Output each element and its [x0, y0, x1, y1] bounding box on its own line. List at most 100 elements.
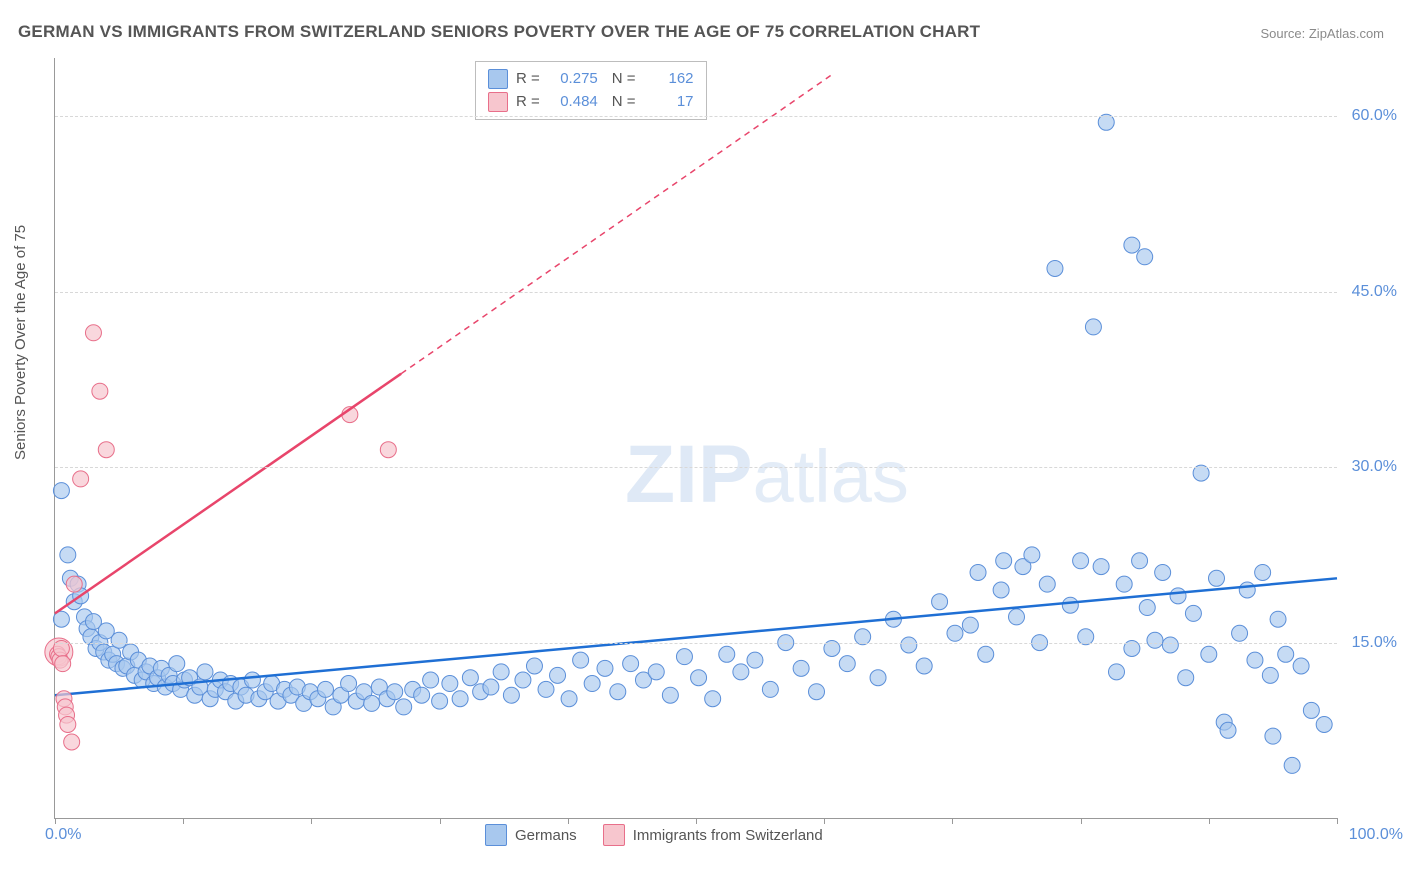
- scatter-point: [1093, 559, 1109, 575]
- legend-swatch: [488, 69, 508, 89]
- scatter-point: [364, 695, 380, 711]
- scatter-point: [414, 687, 430, 703]
- scatter-point: [1303, 702, 1319, 718]
- scatter-point: [111, 632, 127, 648]
- scatter-point: [380, 442, 396, 458]
- scatter-point: [1024, 547, 1040, 563]
- scatter-point: [515, 672, 531, 688]
- scatter-point: [1284, 757, 1300, 773]
- scatter-point: [1208, 570, 1224, 586]
- scatter-point: [839, 656, 855, 672]
- scatter-point: [1201, 646, 1217, 662]
- scatter-point: [1262, 667, 1278, 683]
- source-label: Source: ZipAtlas.com: [1260, 26, 1384, 41]
- scatter-point: [1155, 564, 1171, 580]
- legend-r-label: R =: [516, 91, 540, 114]
- scatter-point: [1137, 249, 1153, 265]
- scatter-point: [64, 734, 80, 750]
- scatter-point: [691, 670, 707, 686]
- scatter-point: [1047, 260, 1063, 276]
- scatter-point: [1162, 637, 1178, 653]
- gridline-h: [55, 643, 1337, 644]
- scatter-plot: [55, 58, 1337, 818]
- scatter-point: [733, 664, 749, 680]
- scatter-point: [53, 483, 69, 499]
- y-tick-label: 60.0%: [1352, 107, 1397, 125]
- legend-label: Immigrants from Switzerland: [633, 827, 823, 844]
- scatter-point: [452, 691, 468, 707]
- legend-n-value: 17: [644, 91, 694, 114]
- scatter-point: [1147, 632, 1163, 648]
- scatter-point: [623, 656, 639, 672]
- scatter-point: [962, 617, 978, 633]
- x-tick: [568, 818, 569, 824]
- scatter-point: [1278, 646, 1294, 662]
- scatter-point: [705, 691, 721, 707]
- y-tick-label: 30.0%: [1352, 458, 1397, 476]
- scatter-point: [341, 676, 357, 692]
- scatter-point: [1139, 600, 1155, 616]
- legend-item: Germans: [485, 824, 577, 846]
- x-axis-max-label: 100.0%: [1349, 826, 1403, 844]
- x-axis-min-label: 0.0%: [45, 826, 81, 844]
- gridline-h: [55, 467, 1337, 468]
- scatter-point: [932, 594, 948, 610]
- scatter-point: [1116, 576, 1132, 592]
- scatter-point: [1124, 237, 1140, 253]
- legend-item: Immigrants from Switzerland: [603, 824, 823, 846]
- scatter-point: [584, 676, 600, 692]
- scatter-point: [483, 679, 499, 695]
- legend-series: Germans Immigrants from Switzerland: [485, 824, 823, 846]
- scatter-point: [1009, 609, 1025, 625]
- chart-title: GERMAN VS IMMIGRANTS FROM SWITZERLAND SE…: [18, 22, 980, 42]
- scatter-point: [503, 687, 519, 703]
- x-tick: [311, 818, 312, 824]
- scatter-point: [901, 637, 917, 653]
- x-tick: [55, 818, 56, 824]
- scatter-point: [526, 658, 542, 674]
- legend-correlation-box: R = 0.275 N = 162R = 0.484 N = 17: [475, 61, 707, 120]
- scatter-point: [996, 553, 1012, 569]
- scatter-point: [1170, 588, 1186, 604]
- scatter-point: [1316, 716, 1332, 732]
- scatter-point: [1255, 564, 1271, 580]
- x-tick: [952, 818, 953, 824]
- x-tick: [1209, 818, 1210, 824]
- scatter-point: [1220, 722, 1236, 738]
- scatter-point: [870, 670, 886, 686]
- scatter-point: [1270, 611, 1286, 627]
- scatter-point: [197, 664, 213, 680]
- gridline-h: [55, 292, 1337, 293]
- legend-swatch: [485, 824, 507, 846]
- scatter-point: [809, 684, 825, 700]
- scatter-point: [432, 693, 448, 709]
- scatter-point: [1073, 553, 1089, 569]
- legend-r-value: 0.484: [548, 91, 598, 114]
- scatter-point: [396, 699, 412, 715]
- scatter-point: [793, 660, 809, 676]
- scatter-point: [169, 656, 185, 672]
- scatter-point: [947, 625, 963, 641]
- scatter-point: [993, 582, 1009, 598]
- trend-line-dashed: [401, 76, 830, 374]
- y-tick-label: 15.0%: [1352, 634, 1397, 652]
- y-tick-label: 45.0%: [1352, 283, 1397, 301]
- scatter-point: [573, 652, 589, 668]
- legend-label: Germans: [515, 827, 577, 844]
- x-tick: [824, 818, 825, 824]
- legend-n-value: 162: [644, 68, 694, 91]
- legend-r-label: R =: [516, 68, 540, 91]
- legend-correlation-row: R = 0.275 N = 162: [488, 68, 694, 91]
- scatter-point: [1293, 658, 1309, 674]
- scatter-point: [92, 383, 108, 399]
- scatter-point: [493, 664, 509, 680]
- scatter-point: [1265, 728, 1281, 744]
- scatter-point: [916, 658, 932, 674]
- legend-r-value: 0.275: [548, 68, 598, 91]
- scatter-point: [648, 664, 664, 680]
- legend-n-label: N =: [612, 68, 636, 91]
- x-tick: [1337, 818, 1338, 824]
- scatter-point: [550, 667, 566, 683]
- scatter-point: [387, 684, 403, 700]
- x-tick: [696, 818, 697, 824]
